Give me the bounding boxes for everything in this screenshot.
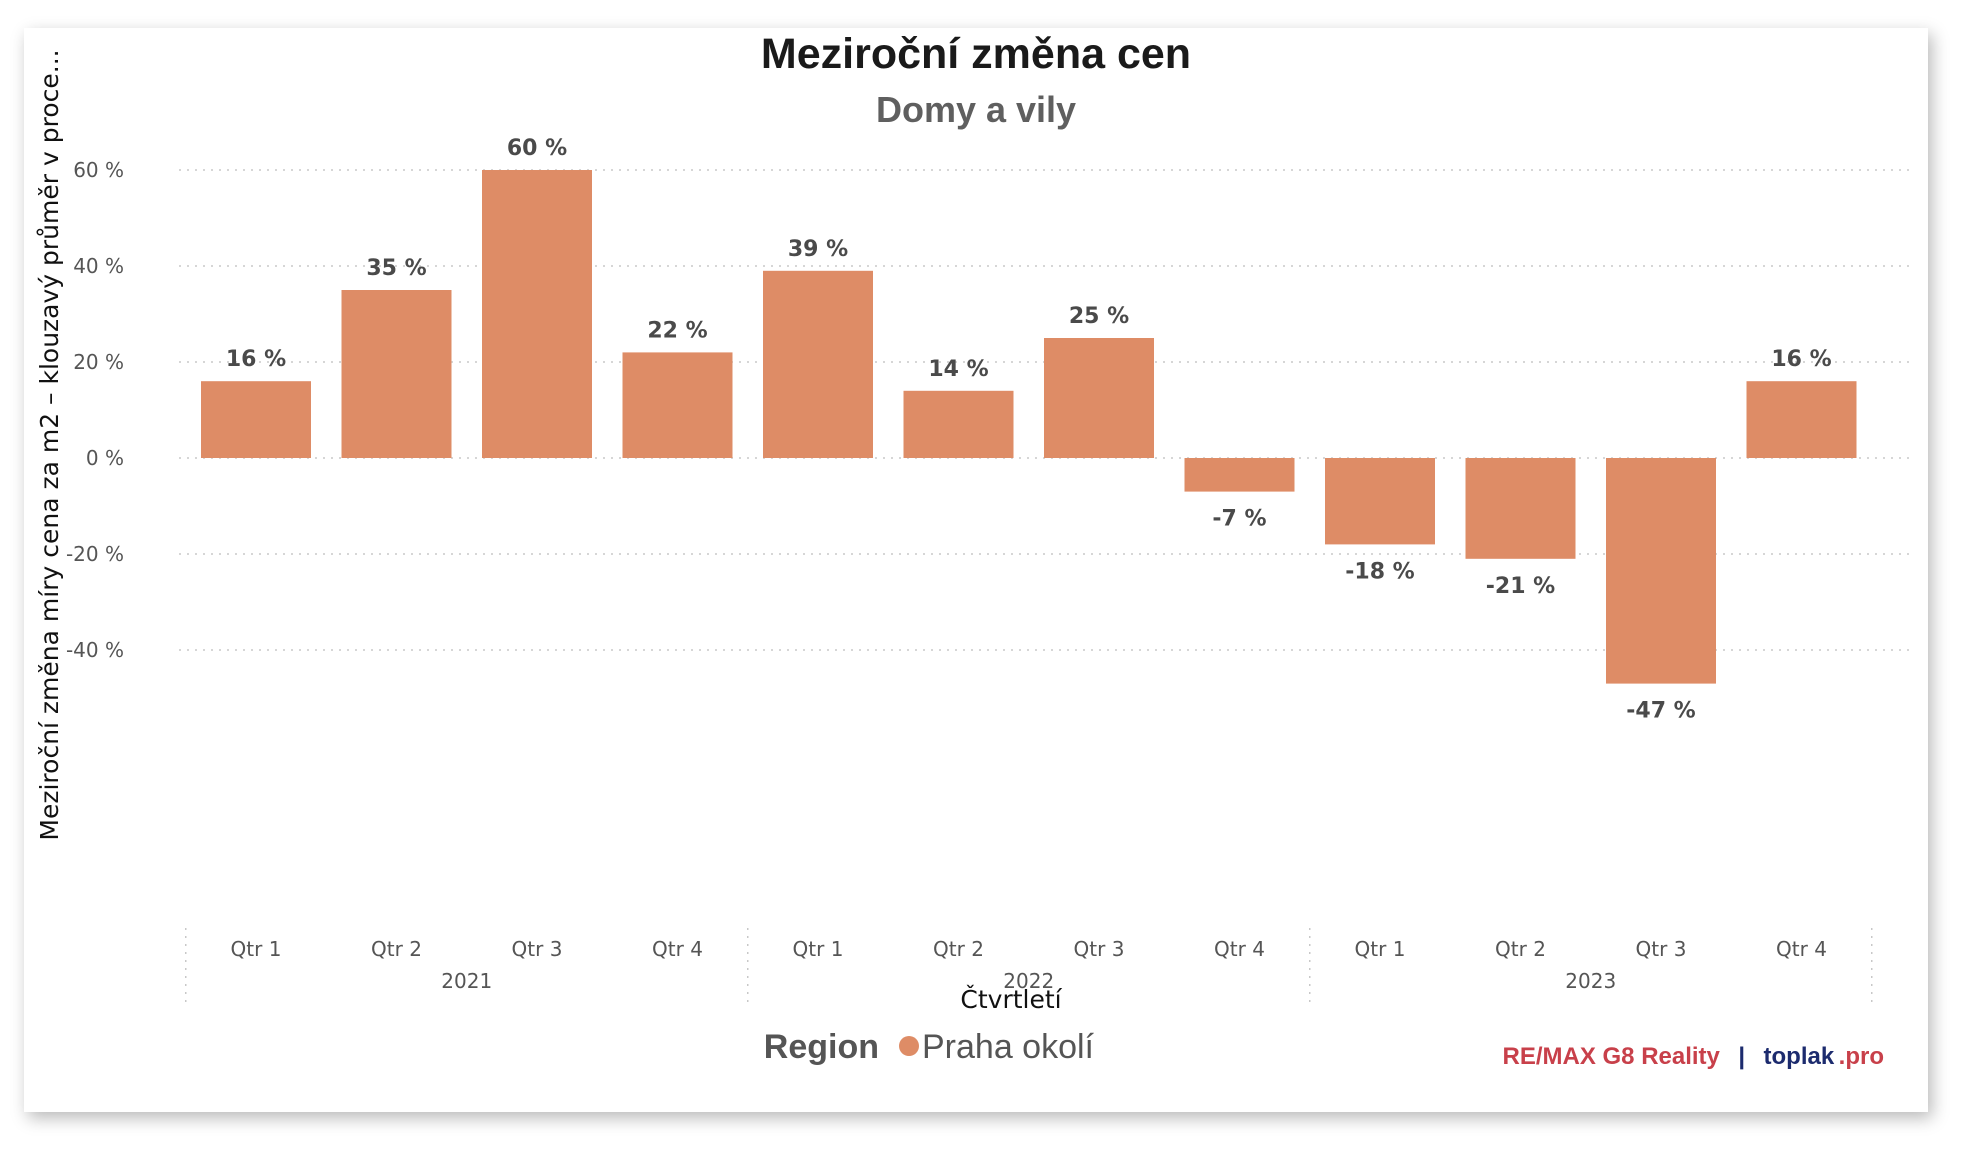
x-tick-label: Qtr 1 xyxy=(1355,937,1406,961)
y-axis-ticks: 60 % 40 % 20 % 0 % -20 % -40 % xyxy=(66,158,124,662)
x-tick-label: Qtr 4 xyxy=(1214,937,1265,961)
data-label: 16 % xyxy=(226,347,286,372)
bar[interactable] xyxy=(1325,458,1435,545)
x-tick-label: Qtr 1 xyxy=(231,937,282,961)
x-tick-label: Qtr 4 xyxy=(1776,937,1827,961)
data-label: 35 % xyxy=(366,256,426,281)
brand-pro: .pro xyxy=(1839,1043,1884,1070)
chart-card: Meziroční změna cen Domy a vily 60 % 40 %… xyxy=(24,28,1928,1112)
x-tick-label: Qtr 2 xyxy=(1495,937,1546,961)
bar[interactable] xyxy=(1606,458,1716,684)
bar[interactable] xyxy=(1044,338,1154,458)
year-label: 2023 xyxy=(1565,969,1616,993)
x-tick-label: Qtr 3 xyxy=(512,937,563,961)
branding: RE/MAX G8 Reality | toplak .pro xyxy=(1503,1043,1885,1070)
y-tick-label: 0 % xyxy=(86,446,124,470)
bar[interactable] xyxy=(622,352,733,458)
data-label: 25 % xyxy=(1069,304,1129,329)
y-axis-title: Meziroční změna míry cena za m2 – klouza… xyxy=(35,49,64,840)
bar[interactable] xyxy=(341,290,452,458)
x-tick-label: Qtr 4 xyxy=(652,937,703,961)
legend-label-praha-okoli: Praha okolí xyxy=(922,1028,1095,1066)
bar[interactable] xyxy=(1465,458,1576,559)
x-tick-label: Qtr 3 xyxy=(1074,937,1125,961)
data-labels: 16 % 35 % 60 % 22 % 39 % 14 % 25 % -7 % -18 % -21… xyxy=(226,136,1832,724)
bar[interactable] xyxy=(201,381,311,458)
bars xyxy=(201,170,1857,684)
legend: Region Praha okolí xyxy=(764,1028,1095,1066)
x-axis: Qtr 1 Qtr 2 Qtr 3 Qtr 4 Qtr 1 Qtr 2 Qtr 3 Qtr 4… xyxy=(185,928,1873,1003)
y-tick-label: -40 % xyxy=(66,638,124,662)
y-tick-label: 60 % xyxy=(73,158,124,182)
x-tick-label: Qtr 2 xyxy=(371,937,422,961)
year-label: 2022 xyxy=(1003,969,1054,993)
y-tick-label: 40 % xyxy=(73,254,124,278)
data-label: 22 % xyxy=(647,318,707,343)
x-tick-label: Qtr 1 xyxy=(793,937,844,961)
bar[interactable] xyxy=(1184,458,1295,492)
bar[interactable] xyxy=(1746,381,1857,458)
chart-svg: Meziroční změna cen Domy a vily 60 % 40 %… xyxy=(35,30,1909,1070)
x-tick-label: Qtr 3 xyxy=(1636,937,1687,961)
year-label: 2021 xyxy=(441,969,492,993)
legend-title: Region xyxy=(764,1028,879,1066)
x-tick-label: Qtr 2 xyxy=(933,937,984,961)
chart-title: Meziroční změna cen xyxy=(761,30,1191,78)
data-label: -21 % xyxy=(1486,574,1555,599)
bar[interactable] xyxy=(482,170,592,458)
legend-marker-praha-okoli xyxy=(899,1036,919,1056)
chart-subtitle: Domy a vily xyxy=(876,89,1076,130)
data-label: -7 % xyxy=(1212,507,1266,532)
brand-separator: | xyxy=(1738,1043,1745,1070)
brand-remax: RE/MAX G8 Reality xyxy=(1503,1043,1721,1070)
y-tick-label: -20 % xyxy=(66,542,124,566)
data-label: 60 % xyxy=(507,136,567,161)
bar[interactable] xyxy=(763,270,873,458)
y-tick-label: 20 % xyxy=(73,350,124,374)
bar[interactable] xyxy=(903,390,1014,458)
data-label: 39 % xyxy=(788,237,848,262)
data-label: 16 % xyxy=(1771,347,1831,372)
data-label: -18 % xyxy=(1345,559,1414,584)
x-axis-title: Čtvrtletí xyxy=(960,984,1062,1014)
data-label: 14 % xyxy=(928,357,988,382)
data-label: -47 % xyxy=(1626,699,1695,724)
brand-toplak: toplak xyxy=(1764,1043,1835,1070)
